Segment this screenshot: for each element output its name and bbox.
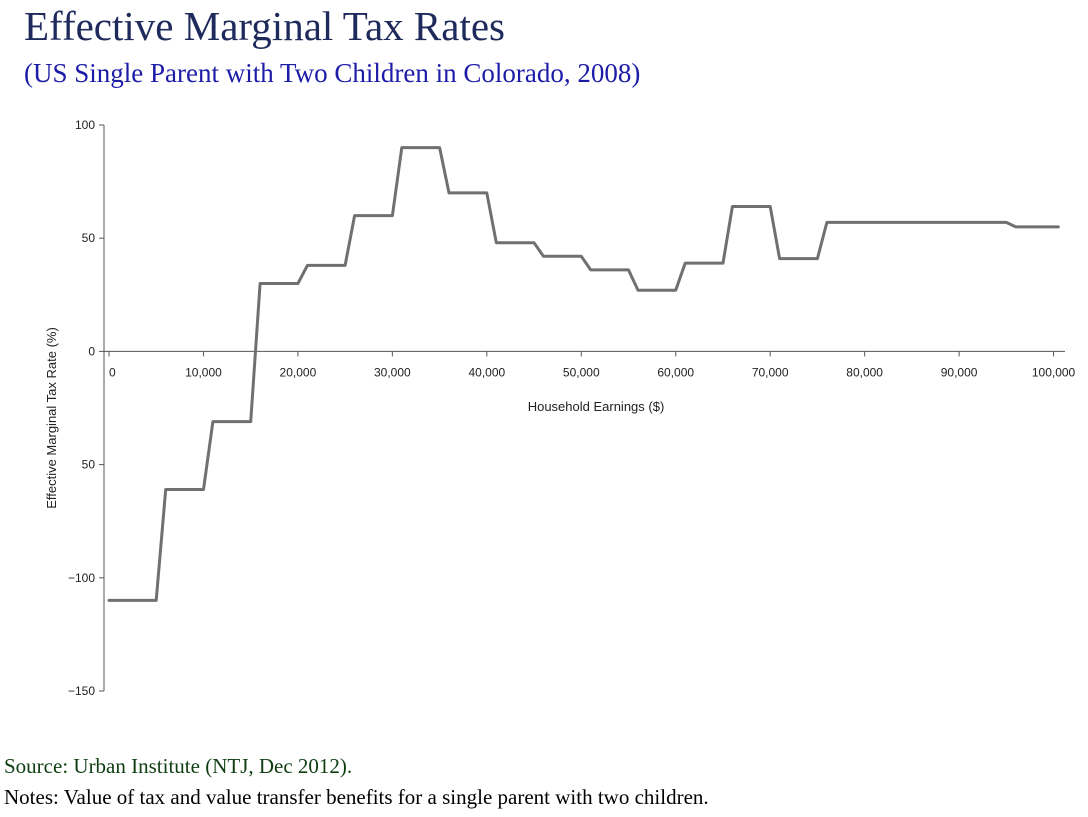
- y-tick-label: −100: [68, 571, 95, 585]
- x-tick-label: 80,000: [846, 365, 883, 379]
- x-tick-label: 20,000: [280, 365, 317, 379]
- axes: [99, 124, 1065, 692]
- x-tick-label: 70,000: [752, 365, 789, 379]
- x-tick-label: 30,000: [374, 365, 411, 379]
- chart-subtitle: (US Single Parent with Two Children in C…: [24, 58, 641, 88]
- y-tick-label: 0: [88, 344, 95, 358]
- x-tick-label: 60,000: [657, 365, 694, 379]
- chart-title: Effective Marginal Tax Rates: [24, 3, 506, 49]
- x-tick-label: 0: [109, 365, 116, 379]
- y-tick-label: 100: [75, 118, 95, 132]
- x-axis-label: Household Earnings ($): [528, 399, 665, 414]
- x-tick-label: 50,000: [563, 365, 600, 379]
- x-tick-label: 100,000: [1032, 365, 1076, 379]
- x-tick-label: 10,000: [185, 365, 222, 379]
- y-tick-label: 50: [82, 458, 96, 472]
- y-axis-label: Effective Marginal Tax Rate (%): [44, 327, 59, 509]
- notes-text: Notes: Value of tax and value transfer b…: [4, 785, 709, 809]
- source-note: Source: Urban Institute (NTJ, Dec 2012).: [4, 754, 353, 778]
- y-tick-label: −150: [68, 684, 95, 698]
- emtr-line: [107, 146, 1060, 602]
- y-tick-labels: 100 50 0 50 −100 −150: [68, 118, 95, 698]
- y-tick-label: 50: [82, 231, 96, 245]
- x-tick-label: 40,000: [468, 365, 505, 379]
- x-tick-labels: 0 10,000 20,000 30,000 40,000 50,000 60,000 70,…: [109, 365, 1076, 379]
- series-group: [107, 146, 1060, 602]
- x-tick-label: 90,000: [941, 365, 978, 379]
